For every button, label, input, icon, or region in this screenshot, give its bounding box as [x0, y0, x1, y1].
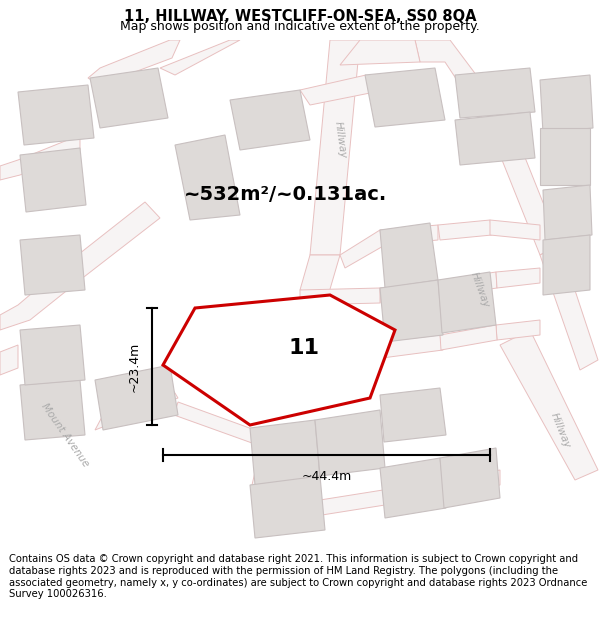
- Text: 11: 11: [289, 339, 319, 359]
- Polygon shape: [490, 220, 540, 240]
- Polygon shape: [540, 75, 593, 133]
- Polygon shape: [380, 388, 446, 442]
- Polygon shape: [310, 40, 360, 255]
- Polygon shape: [300, 255, 340, 296]
- Polygon shape: [0, 202, 160, 330]
- Polygon shape: [300, 75, 375, 105]
- Text: ~23.4m: ~23.4m: [128, 341, 140, 392]
- Polygon shape: [543, 235, 590, 295]
- Text: Hillway: Hillway: [469, 271, 491, 309]
- Polygon shape: [340, 40, 420, 65]
- Polygon shape: [440, 325, 497, 350]
- Polygon shape: [442, 272, 497, 296]
- Polygon shape: [365, 68, 445, 127]
- Polygon shape: [315, 410, 385, 476]
- Polygon shape: [20, 380, 85, 440]
- Polygon shape: [540, 245, 598, 370]
- Polygon shape: [490, 120, 560, 255]
- Polygon shape: [444, 470, 500, 495]
- Polygon shape: [438, 272, 496, 333]
- Polygon shape: [20, 235, 85, 295]
- Polygon shape: [383, 480, 446, 505]
- Polygon shape: [95, 365, 178, 430]
- Polygon shape: [0, 135, 80, 180]
- Polygon shape: [175, 135, 240, 220]
- Polygon shape: [90, 68, 168, 128]
- Polygon shape: [380, 223, 438, 288]
- Polygon shape: [380, 280, 443, 342]
- Polygon shape: [18, 85, 94, 145]
- Polygon shape: [440, 448, 500, 508]
- Text: Map shows position and indicative extent of the property.: Map shows position and indicative extent…: [120, 20, 480, 32]
- Polygon shape: [95, 385, 178, 430]
- Polygon shape: [20, 148, 86, 212]
- Polygon shape: [88, 40, 180, 85]
- Polygon shape: [163, 295, 395, 425]
- Polygon shape: [0, 345, 18, 375]
- Polygon shape: [230, 90, 310, 150]
- Polygon shape: [380, 458, 446, 518]
- Polygon shape: [415, 40, 510, 130]
- Polygon shape: [540, 128, 590, 185]
- Polygon shape: [340, 230, 385, 268]
- Polygon shape: [496, 320, 540, 340]
- Text: Hillway: Hillway: [548, 411, 572, 449]
- Polygon shape: [320, 490, 385, 515]
- Text: Contains OS data © Crown copyright and database right 2021. This information is : Contains OS data © Crown copyright and d…: [9, 554, 587, 599]
- Text: Mount Avenue: Mount Avenue: [40, 401, 91, 469]
- Polygon shape: [455, 112, 535, 165]
- Polygon shape: [250, 420, 320, 485]
- Text: ~532m²/~0.131ac.: ~532m²/~0.131ac.: [184, 186, 386, 204]
- Polygon shape: [380, 335, 443, 358]
- Polygon shape: [380, 225, 438, 245]
- Polygon shape: [438, 220, 492, 240]
- Polygon shape: [174, 402, 255, 443]
- Polygon shape: [250, 476, 325, 538]
- Text: ~44.4m: ~44.4m: [301, 471, 352, 484]
- Polygon shape: [496, 268, 540, 288]
- Polygon shape: [300, 288, 380, 305]
- Polygon shape: [543, 185, 592, 240]
- Polygon shape: [380, 280, 443, 303]
- Polygon shape: [160, 40, 240, 75]
- Polygon shape: [500, 330, 598, 480]
- Polygon shape: [20, 325, 85, 385]
- Polygon shape: [252, 472, 322, 512]
- Text: 11, HILLWAY, WESTCLIFF-ON-SEA, SS0 8QA: 11, HILLWAY, WESTCLIFF-ON-SEA, SS0 8QA: [124, 9, 476, 24]
- Polygon shape: [455, 68, 535, 118]
- Text: Hillway: Hillway: [332, 121, 347, 159]
